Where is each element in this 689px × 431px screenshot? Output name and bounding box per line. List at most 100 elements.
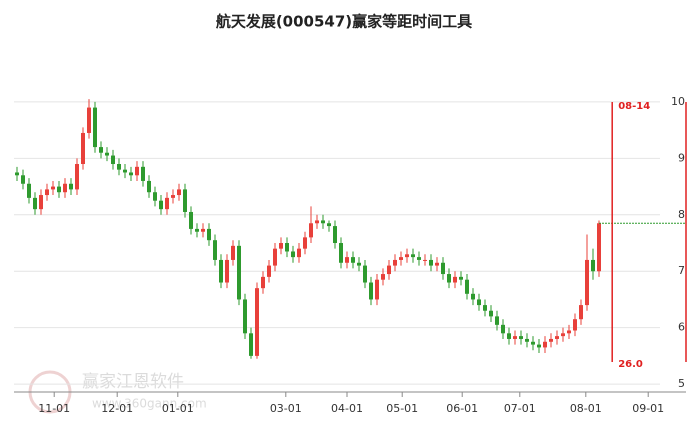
candle-body <box>411 254 415 258</box>
candle-body <box>147 180 151 193</box>
candle-body <box>297 248 301 258</box>
y-tick-label: 10 <box>671 95 685 108</box>
candle-body <box>477 299 481 306</box>
candle-body <box>183 189 187 212</box>
candle-body <box>327 223 331 227</box>
x-tick-label: 04-01 <box>331 402 363 415</box>
candle-body <box>591 259 595 272</box>
candle-body <box>93 107 97 148</box>
candle-body <box>531 341 535 345</box>
candle-body <box>381 274 385 280</box>
candle-body <box>123 169 127 173</box>
candle-body <box>423 259 427 261</box>
x-tick-label: 12-01 <box>101 402 133 415</box>
y-tick-label: 7 <box>678 264 685 277</box>
candle-body <box>69 183 73 190</box>
candle-body <box>465 279 469 294</box>
candle-body <box>567 330 571 334</box>
candle-body <box>135 166 139 176</box>
candle-body <box>585 259 589 306</box>
candle-body <box>435 262 439 266</box>
candle-body <box>33 197 37 210</box>
marker-label: 08-14 <box>618 101 650 112</box>
candle-body <box>99 147 103 153</box>
candle-body <box>75 164 79 190</box>
y-tick-label: 9 <box>678 151 685 164</box>
candle-body <box>519 336 523 339</box>
candle-body <box>441 262 445 275</box>
candle-body <box>111 155 115 165</box>
candle-body <box>375 279 379 300</box>
candle-body <box>573 319 577 331</box>
watermark-text: 赢家江恩软件 <box>82 372 184 392</box>
marker-text: 26.0 <box>618 359 643 370</box>
candle-body <box>393 259 397 266</box>
candle-body <box>87 107 91 133</box>
candle-body <box>177 189 181 196</box>
y-tick-label: 5 <box>678 377 685 390</box>
candle-body <box>51 186 55 190</box>
candle-body <box>255 288 259 356</box>
candle-body <box>291 251 295 258</box>
candle-body <box>387 265 391 275</box>
candle-body <box>471 293 475 300</box>
candle-body <box>537 344 541 348</box>
candle-body <box>231 245 235 260</box>
x-tick-label: 07-01 <box>504 402 536 415</box>
candle-body <box>513 336 517 339</box>
candle-body <box>417 257 421 260</box>
x-tick-label: 01-01 <box>162 402 194 415</box>
x-tick-label: 08-01 <box>570 402 602 415</box>
candle-body <box>315 220 319 224</box>
watermark-url: www.360gann.com <box>92 397 207 411</box>
x-tick-label: 09-01 <box>632 402 664 415</box>
candle-body <box>105 152 109 156</box>
candle-body <box>549 338 553 342</box>
candle-body <box>153 192 157 201</box>
watermark: 赢家江恩软件 www.360gann.com <box>28 370 207 414</box>
candle-body <box>213 240 217 260</box>
candle-body <box>561 333 565 337</box>
candle-body <box>489 310 493 317</box>
candle-body <box>345 257 349 263</box>
candle-body <box>267 265 271 277</box>
candle-body <box>243 299 247 334</box>
candle-body <box>459 276 463 280</box>
candle-body <box>453 276 457 283</box>
candle-body <box>129 172 133 176</box>
candle-body <box>15 172 19 176</box>
candle-body <box>189 211 193 229</box>
candle-body <box>339 243 343 263</box>
x-tick-label: 03-01 <box>270 402 302 415</box>
candle-body <box>27 183 31 198</box>
candle-body <box>261 276 265 289</box>
candle-body <box>405 254 409 258</box>
candle-body <box>171 195 175 198</box>
candle-body <box>45 189 49 196</box>
candle-body <box>225 259 229 283</box>
candle-body <box>543 341 547 348</box>
candle-body <box>495 316 499 325</box>
candle-body <box>117 164 121 170</box>
candle-body <box>237 245 241 300</box>
chart-title: 航天发展(000547)赢家等距时间工具 <box>216 13 472 31</box>
candle-body <box>525 338 529 342</box>
candle-body <box>219 259 223 283</box>
candle-body <box>483 305 487 311</box>
candle-body <box>363 265 367 283</box>
candle-body <box>21 175 25 184</box>
candle-body <box>447 274 451 283</box>
y-tick-label: 6 <box>678 321 685 334</box>
candle-body <box>357 262 361 266</box>
candle-body <box>165 197 169 210</box>
candle-body <box>351 257 355 263</box>
candle-body <box>321 220 325 224</box>
candle-body <box>249 333 253 356</box>
x-tick-label: 11-01 <box>38 402 70 415</box>
x-tick-label: 06-01 <box>446 402 478 415</box>
y-tick-label: 8 <box>678 208 685 221</box>
candle-body <box>555 336 559 339</box>
candle-body <box>333 226 337 244</box>
candle-body <box>507 333 511 339</box>
candle-body <box>501 324 505 334</box>
